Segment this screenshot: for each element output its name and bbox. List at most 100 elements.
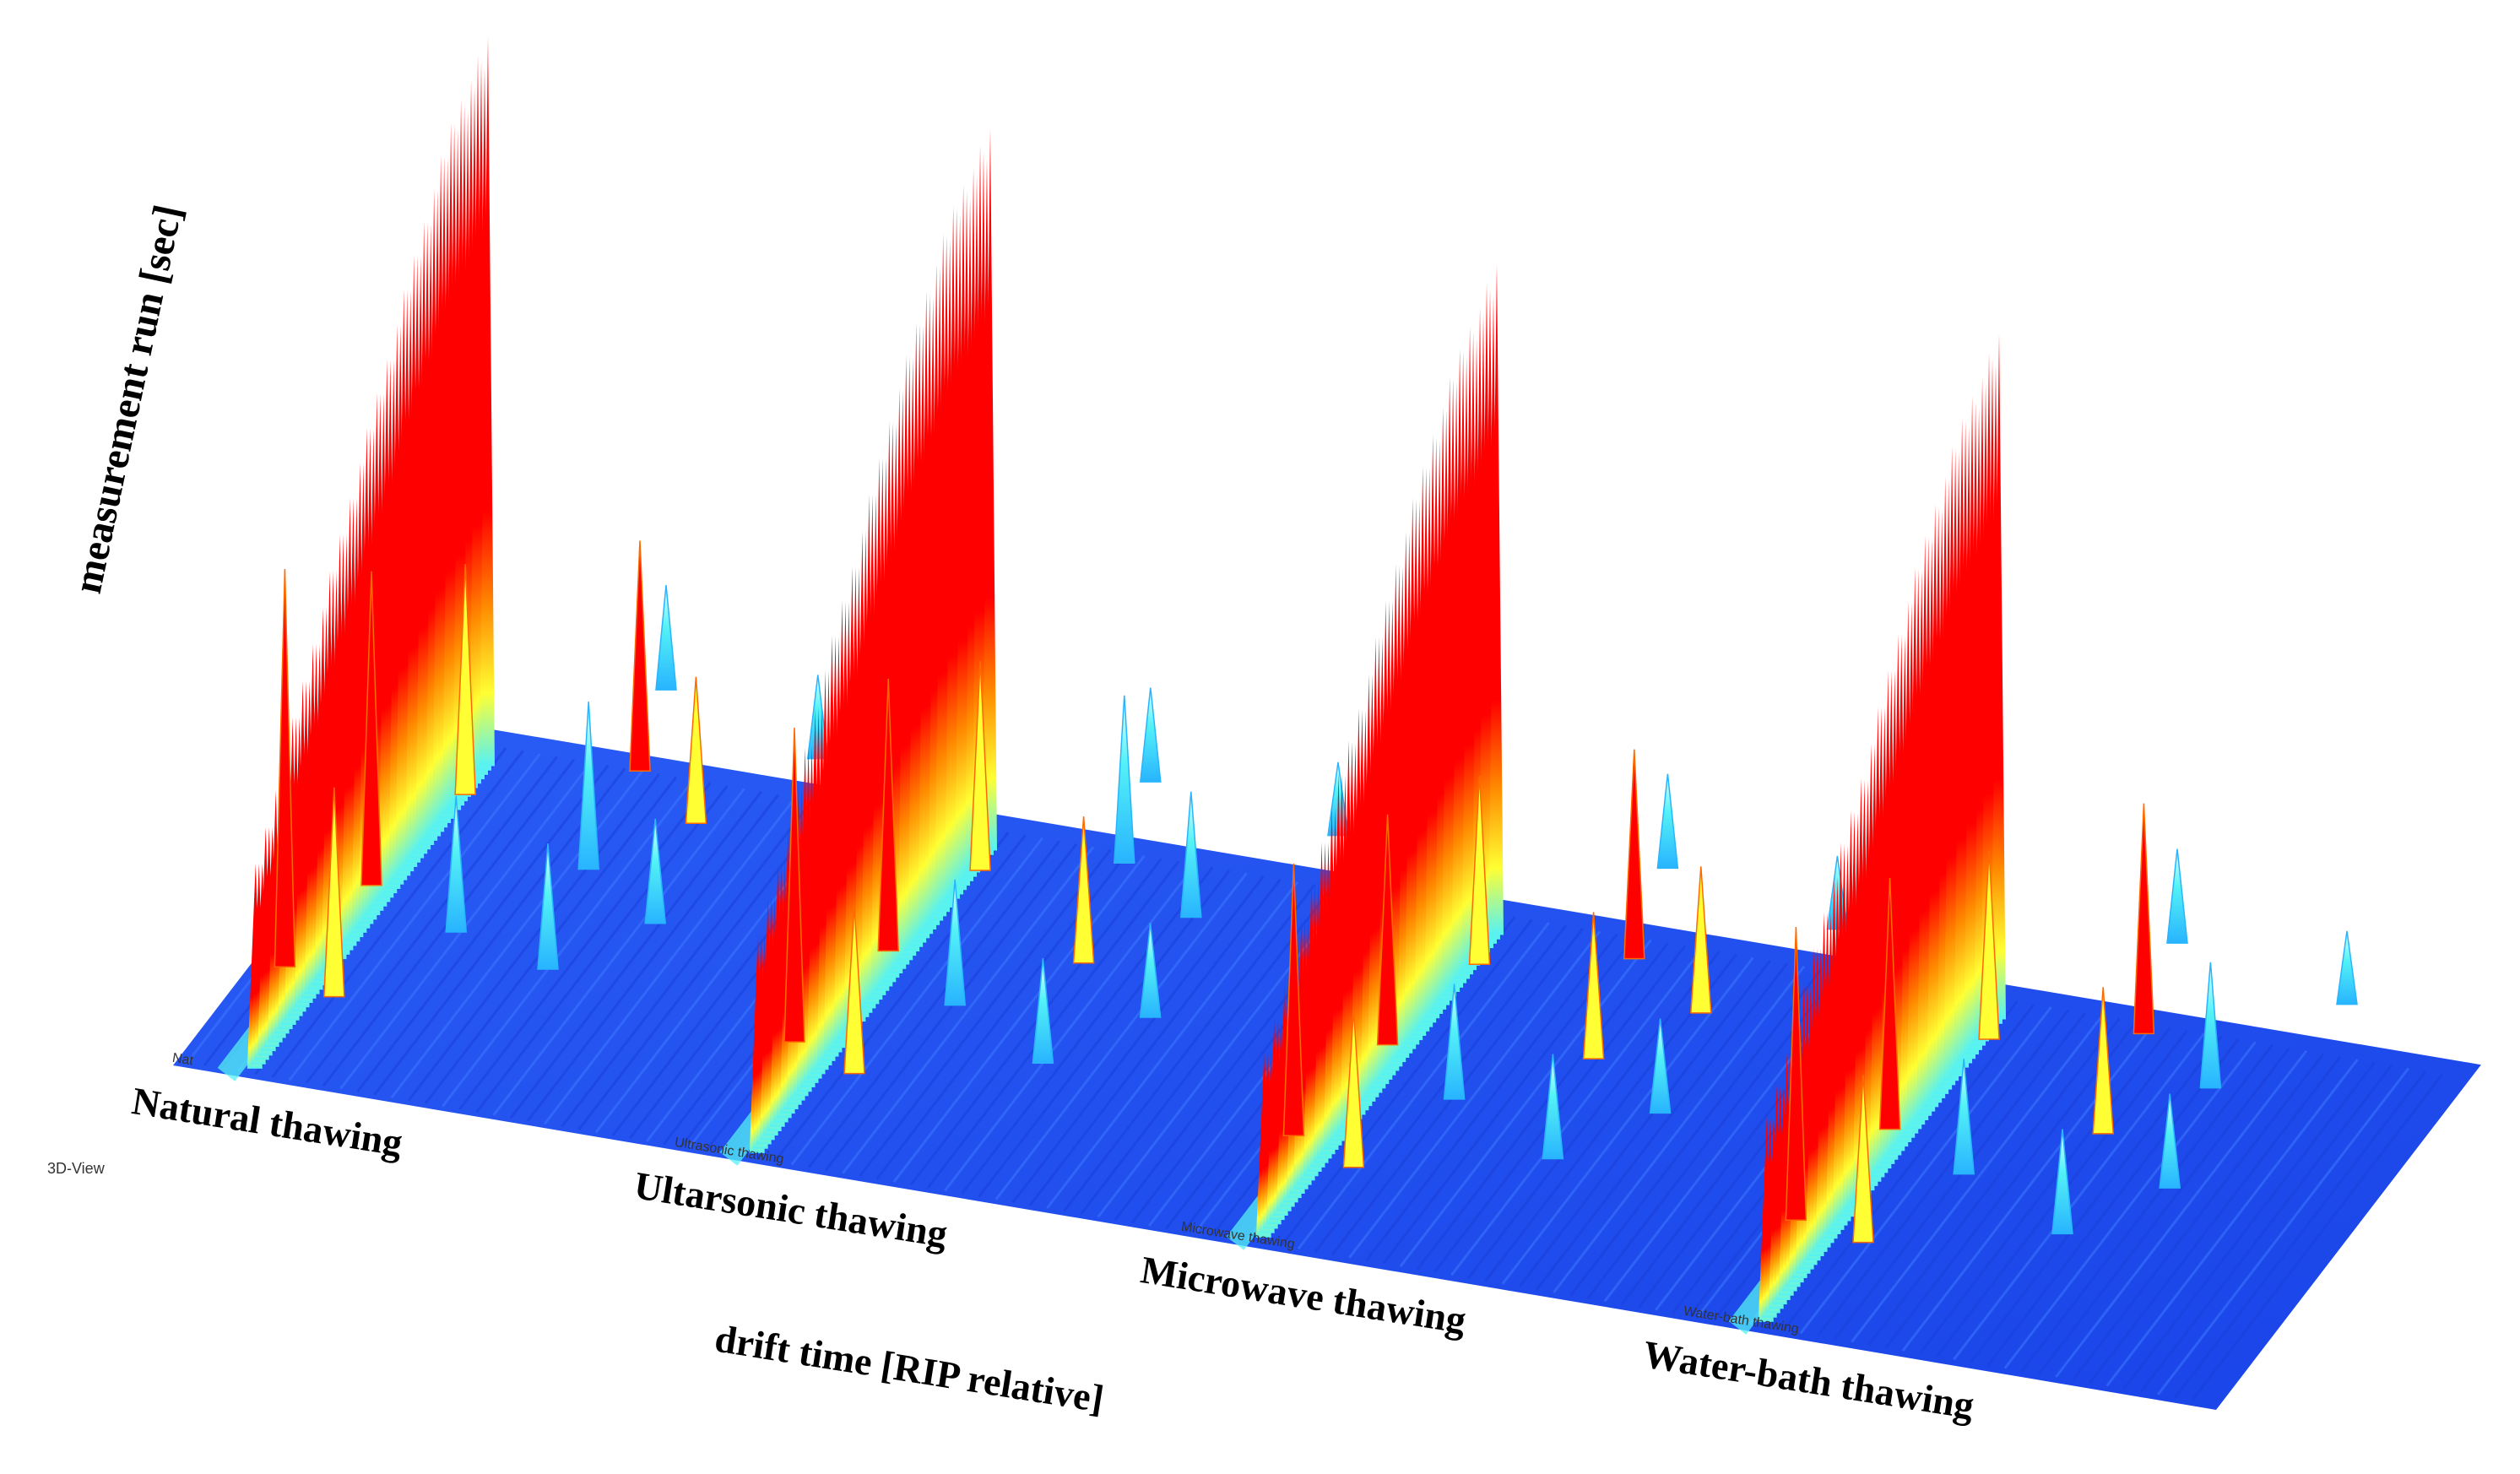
analyte-peak [1542, 1054, 1564, 1160]
floor-streak [2055, 1049, 2308, 1379]
floor-streak [492, 788, 745, 1116]
floor-streak [1782, 1003, 2035, 1331]
floor-streak [1011, 875, 1265, 1204]
floor-streak [2157, 1067, 2410, 1395]
analyte-peak [644, 818, 667, 924]
floor-streak [1280, 919, 1533, 1247]
analyte-peak [1656, 773, 1679, 870]
floor-streak [390, 770, 643, 1098]
analyte-peak [1179, 791, 1202, 919]
analyte-peak [323, 787, 345, 998]
analyte-peak [2336, 930, 2358, 1005]
floor-streak [909, 858, 1162, 1186]
analyte-peak [1139, 923, 1162, 1018]
analyte-peak [1623, 749, 1645, 960]
floor-streak [2037, 1047, 2290, 1375]
floor-streak [790, 837, 1043, 1166]
rip-spike [1991, 333, 2006, 1020]
floor-streak [356, 764, 610, 1093]
analyte-peak [685, 676, 707, 825]
analyte-peak [2051, 1129, 2073, 1235]
analyte-peak [274, 569, 296, 968]
floor-streak [1450, 948, 1704, 1276]
analyte-peak [360, 571, 382, 886]
floor-streak [1046, 881, 1299, 1210]
floor-streak [544, 796, 797, 1125]
analyte-peak [1953, 1059, 1975, 1175]
floor-streak [1365, 933, 1618, 1262]
analyte-peak [1468, 775, 1491, 965]
floor-streak [1867, 1017, 2121, 1347]
analyte-peak [1785, 927, 1807, 1222]
floor-streak [1416, 942, 1669, 1271]
floor-streak [442, 779, 695, 1108]
floor-streak [2020, 1043, 2273, 1373]
floor-streak [807, 840, 1060, 1168]
analyte-peak [537, 843, 559, 970]
analyte-peak [1139, 687, 1162, 783]
marks-layer [247, 36, 2358, 1322]
floor-streak [926, 860, 1180, 1189]
floor-streak [1569, 968, 1823, 1297]
floor-streak [1518, 959, 1771, 1288]
floor-streak [994, 872, 1248, 1200]
analyte-peak [1978, 850, 2000, 1040]
floor-streak [1348, 930, 1601, 1259]
view-label: 3D-View [47, 1160, 106, 1177]
floor-streak [526, 794, 779, 1122]
analyte-peak [1342, 1010, 1365, 1168]
x-axis-label: drift time [RIP relative] [712, 1317, 1107, 1421]
analyte-peak [629, 540, 651, 772]
sample-panel [749, 128, 1349, 1153]
analyte-peak [969, 660, 991, 871]
analyte-peak [877, 678, 899, 952]
floor-streak [1063, 884, 1316, 1212]
floor-streak [859, 848, 1112, 1178]
floor-streak [305, 756, 558, 1084]
sample-panel [1255, 263, 1849, 1238]
floor-streak [1851, 1015, 2104, 1343]
analyte-peak [783, 728, 805, 1043]
floor-streak [1535, 962, 1788, 1291]
floor-streak [2105, 1059, 2359, 1387]
floor-streak [1080, 886, 1333, 1215]
floor-streak [1986, 1038, 2240, 1367]
floor-streak [1901, 1023, 2154, 1352]
floor-streak [288, 752, 541, 1081]
floor-streak [892, 854, 1146, 1183]
analyte-peak [445, 795, 468, 933]
analyte-peak [2166, 848, 2188, 944]
floor-streak [961, 866, 1214, 1195]
floor-streak [475, 784, 729, 1114]
analyte-peak [577, 702, 599, 870]
analyte-peak [1072, 816, 1095, 964]
floor-streak [1816, 1009, 2069, 1337]
sample-panel [1758, 333, 2358, 1322]
floor-streak [773, 834, 1027, 1162]
floor-streak [1970, 1035, 2223, 1363]
analyte-peak [1443, 984, 1466, 1100]
floor-streak [2174, 1070, 2427, 1399]
analyte-peak [1114, 695, 1135, 864]
floor-streak [944, 864, 1197, 1192]
floor-streak [509, 790, 762, 1119]
floor-streak [1953, 1032, 2206, 1361]
rip-spike [982, 128, 997, 851]
floor-streak [2089, 1055, 2342, 1384]
rip-spike [480, 36, 495, 767]
floor-streak [842, 846, 1095, 1174]
floor-streak [2072, 1053, 2325, 1381]
floor-streak [407, 773, 660, 1102]
rip-spike [1488, 263, 1504, 935]
floor-streak [458, 782, 712, 1110]
analyte-peak [1282, 863, 1305, 1137]
floor-streak [1399, 939, 1652, 1267]
analyte-peak [454, 564, 476, 795]
sample-panel [247, 36, 829, 1069]
analyte-peak [2133, 803, 2155, 1035]
analyte-peak [1582, 912, 1605, 1059]
floor-streak [1314, 924, 1567, 1253]
floor-streak [2191, 1073, 2444, 1401]
